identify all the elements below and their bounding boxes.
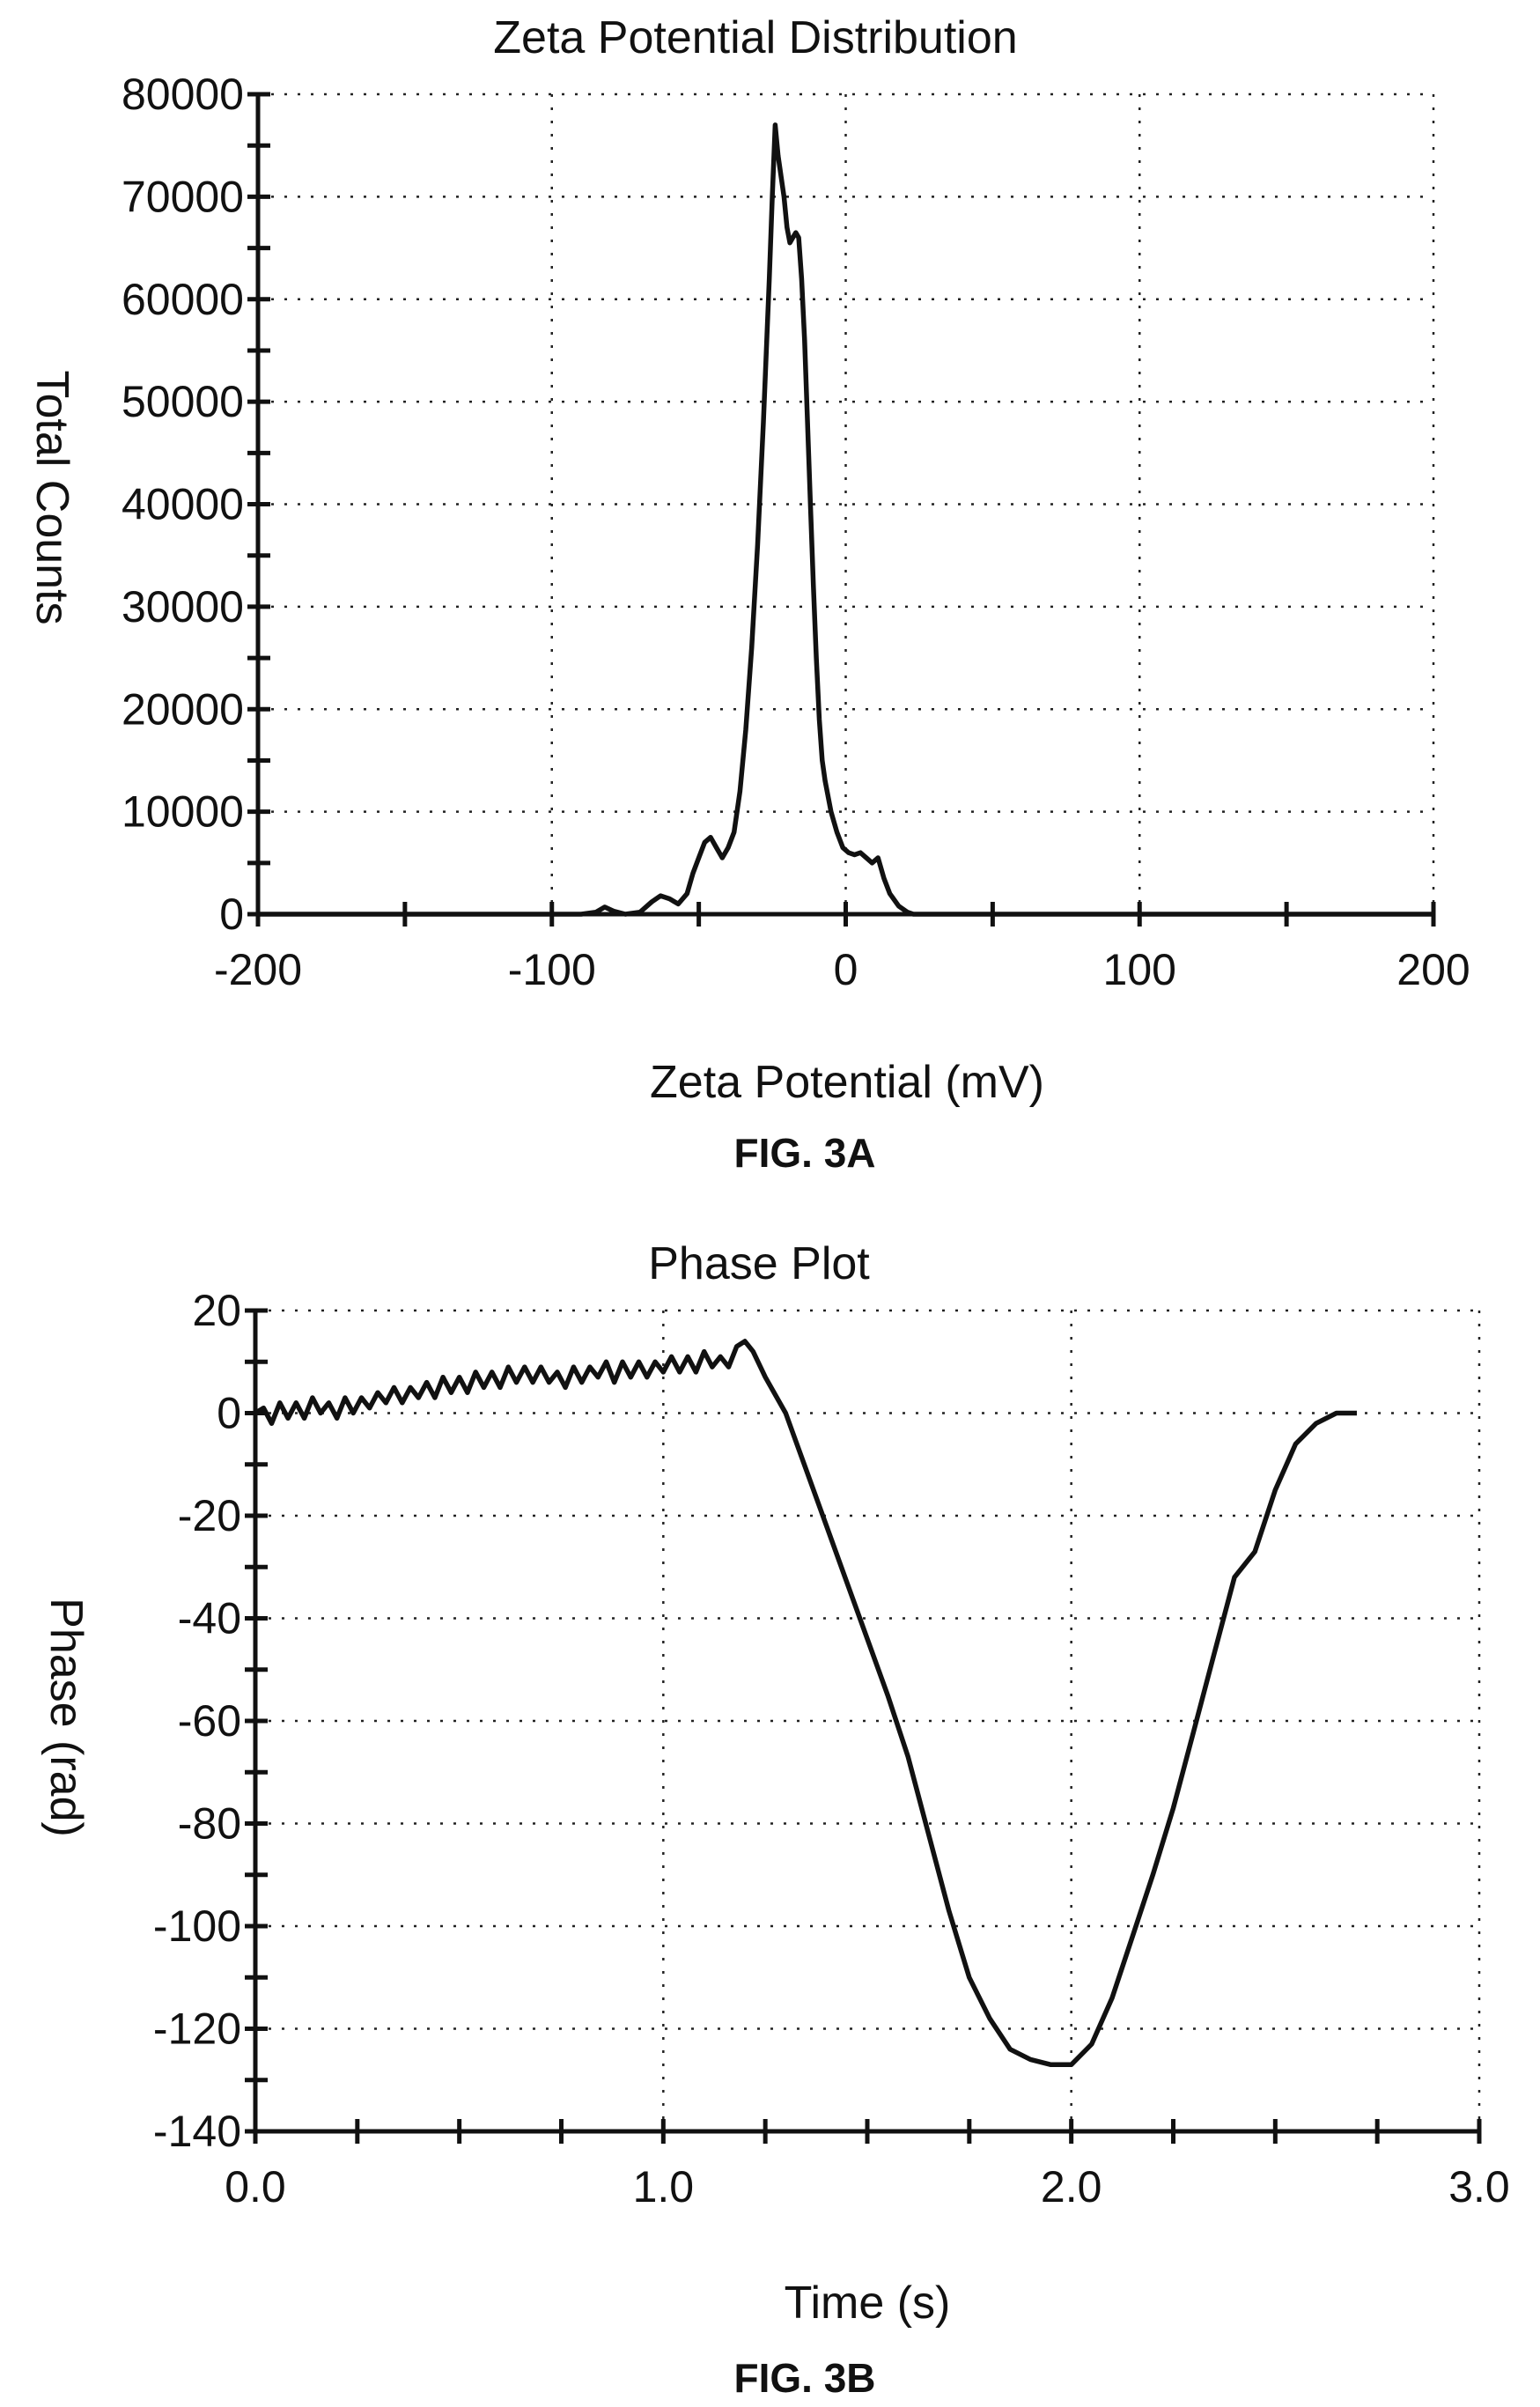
figure-label: FIG. 3B bbox=[733, 2355, 875, 2401]
axes-frame bbox=[255, 1311, 1479, 2131]
y-tick-label: 60000 bbox=[122, 275, 244, 324]
y-tick-label: -60 bbox=[178, 1696, 241, 1746]
y-tick-labels: 20 0 -20 -40 -60 -80 -100 -120 -140 bbox=[153, 1286, 241, 2156]
x-tick-labels: -200 -100 0 100 200 bbox=[214, 945, 1470, 994]
chart-zeta-potential-distribution: Zeta Potential Distribution -200 -100 0 100… bbox=[26, 12, 1470, 1176]
y-tick-label: -20 bbox=[178, 1491, 241, 1540]
y-axis-label: Phase (rad) bbox=[41, 1598, 92, 1837]
x-tick-label: 0 bbox=[834, 945, 858, 994]
x-tick-label: 3.0 bbox=[1448, 2162, 1510, 2211]
y-axis-label: Total Counts bbox=[26, 370, 77, 624]
x-tick-label: -200 bbox=[214, 945, 302, 994]
y-tick-label: -100 bbox=[153, 1901, 241, 1951]
y-tick-label: -40 bbox=[178, 1594, 241, 1643]
y-tick-label: 40000 bbox=[122, 480, 244, 529]
y-tick-label: 30000 bbox=[122, 582, 244, 631]
axis-ticks bbox=[247, 94, 1433, 927]
y-tick-label: 20 bbox=[192, 1286, 241, 1335]
y-tick-label: 0 bbox=[217, 1389, 241, 1438]
y-tick-label: -140 bbox=[153, 2107, 241, 2156]
y-tick-label: 70000 bbox=[122, 172, 244, 221]
y-tick-label: 20000 bbox=[122, 684, 244, 734]
x-axis-label: Time (s) bbox=[785, 2278, 951, 2329]
y-tick-label: 50000 bbox=[122, 377, 244, 426]
y-tick-label: 80000 bbox=[122, 70, 244, 119]
x-axis-label: Zeta Potential (mV) bbox=[650, 1057, 1044, 1108]
grid-lines bbox=[258, 94, 1433, 914]
axis-ticks bbox=[245, 1311, 1479, 2144]
x-tick-label: -100 bbox=[508, 945, 596, 994]
series-line-phase bbox=[255, 1341, 1357, 2064]
x-tick-label: 2.0 bbox=[1041, 2162, 1102, 2211]
y-tick-label: -120 bbox=[153, 2005, 241, 2054]
chart-title: Phase Plot bbox=[648, 1238, 870, 1289]
figure-label: FIG. 3A bbox=[733, 1130, 875, 1176]
x-tick-label: 0.0 bbox=[225, 2162, 286, 2211]
x-tick-label: 1.0 bbox=[633, 2162, 695, 2211]
x-tick-label: 200 bbox=[1396, 945, 1470, 994]
x-tick-labels: 0.0 1.0 2.0 3.0 bbox=[225, 2162, 1510, 2211]
y-tick-label: 0 bbox=[219, 890, 244, 939]
y-tick-label: -80 bbox=[178, 1799, 241, 1849]
chart-title: Zeta Potential Distribution bbox=[493, 12, 1017, 63]
y-tick-labels: 0 10000 20000 30000 40000 50000 60000 70000 8000… bbox=[122, 70, 244, 939]
x-tick-label: 100 bbox=[1103, 945, 1176, 994]
chart-phase-plot: Phase Plot 0.0 1.0 2.0 3.0 20 0 -20 -40 -60 -80 -… bbox=[41, 1238, 1510, 2401]
grid-lines bbox=[255, 1311, 1479, 2131]
y-tick-label: 10000 bbox=[122, 787, 244, 837]
